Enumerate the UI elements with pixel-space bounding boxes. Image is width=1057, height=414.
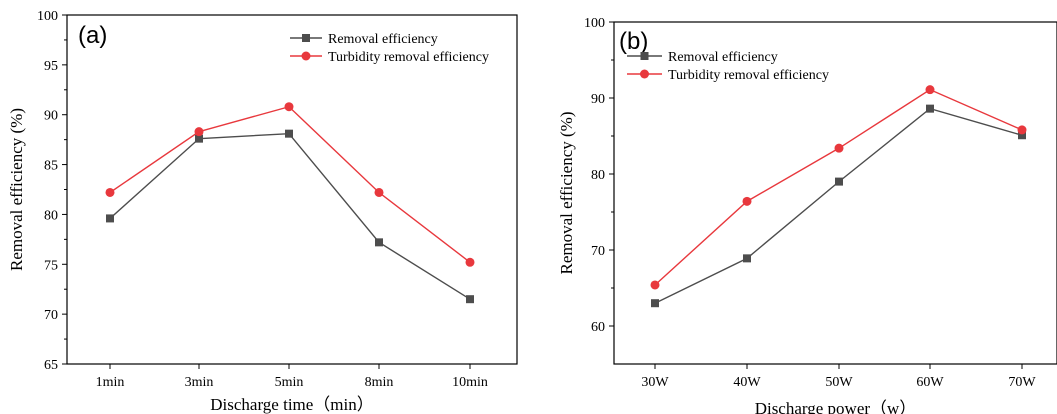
data-point (650, 280, 660, 290)
y-tick-label: 100 (37, 9, 58, 24)
y-tick-label: 100 (584, 16, 605, 31)
data-point (194, 127, 204, 137)
legend-marker (302, 34, 310, 42)
data-point (743, 254, 751, 263)
series-removal (106, 129, 474, 304)
data-point (375, 238, 383, 247)
x-tick-label: 70W (1008, 375, 1036, 390)
x-tick-label: 30W (641, 375, 669, 390)
data-point (835, 177, 843, 186)
x-tick-label: 40W (733, 375, 761, 390)
legend-entry: Removal efficiency (627, 50, 778, 65)
legend-label: Removal efficiency (668, 50, 778, 65)
plot-frame (613, 21, 1057, 365)
panel-label: (a) (78, 22, 107, 49)
x-tick-label: 10min (452, 375, 488, 390)
data-point (195, 134, 203, 143)
x-tick-label: 60W (916, 375, 944, 390)
data-point (834, 143, 844, 153)
series-turbidity (105, 102, 475, 267)
data-point (106, 214, 114, 223)
data-point (466, 295, 474, 304)
y-tick-label: 60 (591, 320, 605, 335)
data-point (105, 187, 115, 197)
y-tick-label: 70 (44, 308, 58, 323)
data-point (374, 187, 384, 197)
series-turbidity (650, 85, 1027, 290)
y-tick-label: 90 (591, 92, 605, 107)
x-tick-label: 1min (96, 375, 125, 390)
y-axis-label: Removal efficiency (%) (7, 108, 26, 271)
y-tick-label: 65 (44, 358, 58, 373)
data-point (651, 299, 659, 308)
y-tick-label: 80 (44, 208, 58, 223)
legend-label: Turbidity removal efficiency (668, 68, 829, 83)
panel-label: (b) (619, 28, 648, 55)
y-tick-label: 85 (44, 159, 58, 174)
y-tick-label: 70 (591, 244, 605, 259)
legend-entry: Removal efficiency (290, 32, 438, 47)
plot-frame (66, 14, 518, 365)
data-point (742, 196, 752, 206)
y-tick-label: 90 (44, 109, 58, 124)
y-axis-label: Removal efficiency (%) (557, 111, 576, 274)
legend-label: Turbidity removal efficiency (328, 50, 489, 65)
data-point (1018, 131, 1026, 140)
legend-marker (640, 69, 649, 79)
legend-entry: Turbidity removal efficiency (290, 50, 489, 65)
x-tick-label: 50W (825, 375, 853, 390)
x-tick-label: 5min (275, 375, 304, 390)
legend-entry: Turbidity removal efficiency (627, 68, 829, 83)
y-tick-label: 80 (591, 168, 605, 183)
series-line (109, 132, 471, 300)
legend-marker (301, 51, 311, 61)
x-tick-label: 8min (365, 375, 394, 390)
series-removal (651, 104, 1026, 308)
chart-panel-a: 65 70 75 80 85 90 95 100 1min 3min 5min 8min 10min Di… (7, 9, 518, 414)
chart-panel-b: 60 70 80 90 100 30W 40W 50W 60W 70W Discharge powe… (557, 16, 1057, 414)
x-axis-label: Discharge time（min） (210, 395, 374, 414)
legend-marker (640, 52, 649, 60)
data-point (925, 85, 935, 95)
data-point (284, 102, 294, 112)
y-tick-label: 75 (44, 258, 58, 273)
x-tick-label: 3min (185, 375, 214, 390)
data-point (285, 129, 293, 138)
data-point (926, 104, 934, 113)
y-tick-label: 95 (44, 59, 58, 74)
series-line (654, 107, 1023, 304)
legend-label: Removal efficiency (328, 32, 438, 47)
data-point (1017, 125, 1027, 135)
x-axis-label: Discharge power（w） (755, 399, 917, 414)
data-point (465, 257, 475, 267)
